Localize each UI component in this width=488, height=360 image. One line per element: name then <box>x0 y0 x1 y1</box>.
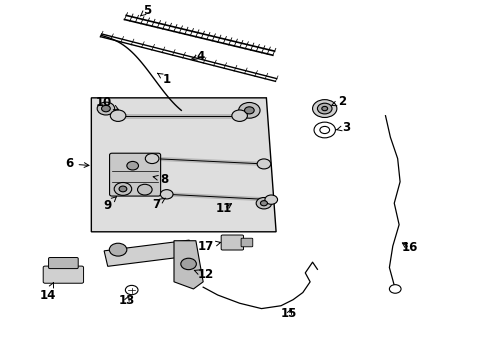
Text: 17: 17 <box>197 240 220 253</box>
Circle shape <box>256 198 271 209</box>
FancyBboxPatch shape <box>241 238 252 247</box>
Text: 13: 13 <box>119 294 135 307</box>
Text: 8: 8 <box>153 173 168 186</box>
Text: 9: 9 <box>103 197 116 212</box>
FancyBboxPatch shape <box>221 235 243 250</box>
Circle shape <box>181 258 196 270</box>
Circle shape <box>160 190 173 199</box>
Polygon shape <box>104 240 192 266</box>
Text: 7: 7 <box>152 198 165 211</box>
Circle shape <box>264 195 277 204</box>
Circle shape <box>126 161 138 170</box>
Text: 14: 14 <box>40 283 56 302</box>
Circle shape <box>388 285 400 293</box>
Circle shape <box>317 103 331 114</box>
Polygon shape <box>91 98 276 232</box>
Circle shape <box>97 102 115 115</box>
Circle shape <box>260 201 267 206</box>
Circle shape <box>114 183 131 195</box>
Circle shape <box>231 110 247 121</box>
Text: 5: 5 <box>140 4 151 17</box>
Polygon shape <box>174 241 203 289</box>
Circle shape <box>125 285 138 295</box>
Text: 15: 15 <box>281 307 297 320</box>
Text: 2: 2 <box>331 95 345 108</box>
Text: 11: 11 <box>216 202 232 215</box>
Circle shape <box>319 126 329 134</box>
Circle shape <box>257 159 270 169</box>
Text: 6: 6 <box>65 157 89 170</box>
Circle shape <box>119 186 126 192</box>
FancyBboxPatch shape <box>43 266 83 283</box>
Circle shape <box>238 103 260 118</box>
Text: 12: 12 <box>194 268 213 281</box>
FancyBboxPatch shape <box>109 153 160 196</box>
Circle shape <box>109 243 126 256</box>
Circle shape <box>244 107 254 114</box>
Circle shape <box>145 154 159 163</box>
Text: 4: 4 <box>191 50 204 63</box>
Circle shape <box>321 107 327 111</box>
Circle shape <box>313 122 335 138</box>
Text: 3: 3 <box>336 121 350 134</box>
Text: 16: 16 <box>401 241 417 255</box>
Circle shape <box>137 184 152 195</box>
Circle shape <box>102 105 110 112</box>
Circle shape <box>110 110 125 121</box>
Circle shape <box>312 100 336 117</box>
Text: 10: 10 <box>95 96 118 110</box>
FancyBboxPatch shape <box>48 257 78 269</box>
Text: 1: 1 <box>157 73 170 86</box>
